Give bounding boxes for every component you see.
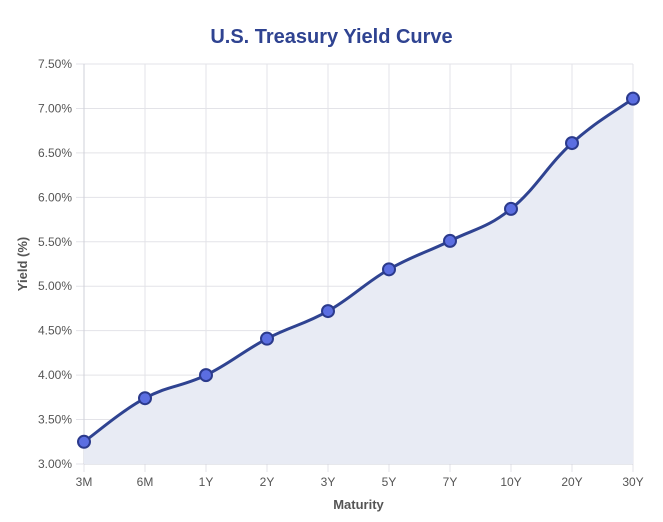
y-axis-ticks: 3.00% 3.50% 4.00% 4.50% 5.00% 5.50% 6.00% 6.50%… — [38, 57, 72, 471]
data-point-10Y[interactable] — [504, 201, 518, 216]
x-tick-label: 1Y — [199, 475, 214, 489]
x-tick-label: 20Y — [561, 475, 582, 489]
x-axis-ticks: 3M 6M 1Y 2Y 3Y 5Y 7Y 10Y 20Y 30Y — [76, 475, 644, 489]
y-axis-title: Yield (%) — [15, 237, 30, 291]
chart-title: U.S. Treasury Yield Curve — [210, 26, 453, 48]
y-tick-label: 7.00% — [38, 101, 72, 115]
data-point-2Y[interactable] — [260, 331, 274, 346]
data-point-1Y[interactable] — [199, 368, 213, 383]
y-tick-label: 5.50% — [38, 235, 72, 249]
data-point-5Y[interactable] — [382, 262, 396, 277]
data-point-3M[interactable] — [77, 434, 91, 449]
y-tick-label: 3.50% — [38, 413, 72, 427]
x-axis-title: Maturity — [333, 497, 384, 512]
y-tick-label: 7.50% — [38, 57, 72, 71]
x-tick-label: 2Y — [260, 475, 275, 489]
x-tick-label: 5Y — [382, 475, 397, 489]
x-tick-label: 3M — [76, 475, 93, 489]
y-tick-label: 3.00% — [38, 457, 72, 471]
data-point-6M[interactable] — [138, 391, 152, 406]
data-point-30Y[interactable] — [626, 91, 640, 106]
x-tick-label: 6M — [137, 475, 154, 489]
x-tick-label: 10Y — [500, 475, 521, 489]
data-point-7Y[interactable] — [443, 233, 457, 248]
data-point-20Y[interactable] — [565, 136, 579, 151]
data-markers — [77, 91, 640, 449]
x-tick-label: 3Y — [321, 475, 336, 489]
yield-line — [83, 97, 634, 443]
x-tick-label: 7Y — [443, 475, 458, 489]
y-tick-label: 6.50% — [38, 146, 72, 160]
y-tick-label: 4.00% — [38, 368, 72, 382]
area-fill — [84, 98, 633, 465]
y-tick-label: 4.50% — [38, 324, 72, 338]
data-point-3Y[interactable] — [321, 304, 335, 319]
y-tick-label: 6.00% — [38, 190, 72, 204]
x-tick-label: 30Y — [622, 475, 643, 489]
y-tick-label: 5.00% — [38, 279, 72, 293]
